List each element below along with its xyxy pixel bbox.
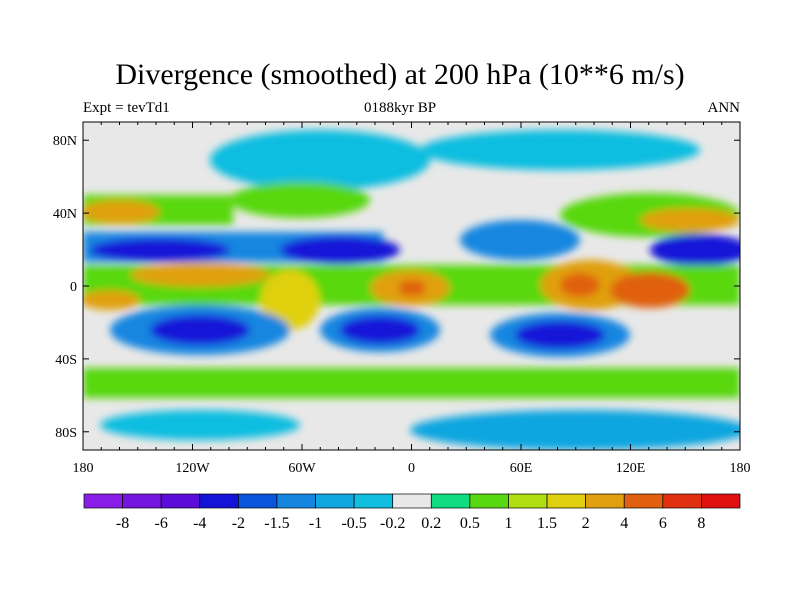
field-region (515, 321, 605, 349)
colorbar-box (392, 493, 432, 509)
x-tick-label: 0 (408, 461, 415, 476)
field-region (410, 410, 740, 450)
x-tick-label: 60E (510, 461, 533, 476)
field-region (398, 280, 426, 296)
colorbar-label: 4 (620, 515, 628, 532)
colorbar-box (585, 493, 625, 509)
colorbar-box (546, 493, 586, 509)
colorbar-label: 2 (582, 515, 590, 532)
field-region (90, 238, 230, 262)
y-tick-label: 40S (55, 353, 77, 368)
colorbar-label: -2 (232, 515, 245, 532)
field-region (83, 200, 160, 224)
colorbar-label: 0.5 (460, 515, 480, 532)
x-tick-label: 180 (73, 461, 94, 476)
colorbar-label: 0.2 (421, 515, 441, 532)
field-region (210, 130, 430, 190)
colorbar-box (508, 493, 548, 509)
field-region (280, 236, 400, 264)
colorbar-box (199, 493, 239, 509)
colorbar-box (315, 493, 355, 509)
colorbar-box (469, 493, 509, 509)
x-tick-label: 120W (175, 461, 210, 476)
colorbar: -8 -6 -4 -2 -1.5 -1 -0.5 -0.2 0.2 0.5 1 1.5 2 4 6 8 (83, 493, 741, 532)
field-region (130, 263, 270, 287)
colorbar-label: 6 (659, 515, 667, 532)
field-region (150, 315, 250, 345)
field-region (83, 290, 140, 310)
field-region (100, 410, 300, 440)
colorbar-box (122, 493, 162, 509)
axes: 180 120W 60W 0 60E 120E 180 80N 40N 0 40S 80S (53, 122, 751, 476)
colorbar-box (662, 493, 702, 509)
y-tick-label: 80N (53, 134, 77, 149)
field-region (650, 234, 740, 266)
colorbar-label: -1 (309, 515, 322, 532)
y-tick-label: 0 (70, 280, 77, 295)
colorbar-box (430, 493, 471, 509)
colorbar-label: 1.5 (537, 515, 557, 532)
colorbar-label: 8 (697, 515, 705, 532)
y-tick-label: 80S (55, 426, 77, 441)
field-region (340, 316, 420, 344)
colorbar-box (701, 493, 741, 509)
colorbar-box (276, 493, 316, 509)
experiment-label: Expt = tevTd1 (83, 100, 170, 116)
field-region (560, 273, 600, 297)
field-region (83, 368, 740, 398)
colorbar-label: -0.5 (341, 515, 366, 532)
time-label: 0188kyr BP (363, 100, 437, 116)
colorbar-box (160, 493, 201, 509)
colorbar-label: -6 (155, 515, 168, 532)
field-region (260, 270, 320, 330)
field-region (460, 220, 580, 260)
y-tick-label: 40N (53, 207, 77, 222)
field-region (420, 130, 700, 170)
chart-title: Divergence (smoothed) at 200 hPa (10**6 … (115, 58, 685, 91)
x-tick-label: 60W (288, 461, 316, 476)
colorbar-box (238, 493, 278, 509)
x-tick-label: 180 (730, 461, 751, 476)
divergence-field (83, 122, 740, 450)
colorbar-label: -0.2 (380, 515, 405, 532)
colorbar-box (623, 493, 664, 509)
colorbar-box (353, 493, 394, 509)
season-label: ANN (707, 100, 741, 116)
field-region (230, 182, 370, 218)
colorbar-label: -8 (116, 515, 129, 532)
field-region (640, 208, 740, 232)
colorbar-label: -1.5 (264, 515, 289, 532)
field-region (610, 272, 690, 308)
colorbar-label: -4 (193, 515, 206, 532)
x-tick-label: 120E (616, 461, 646, 476)
colorbar-label: 1 (504, 515, 512, 532)
colorbar-box (83, 493, 123, 509)
